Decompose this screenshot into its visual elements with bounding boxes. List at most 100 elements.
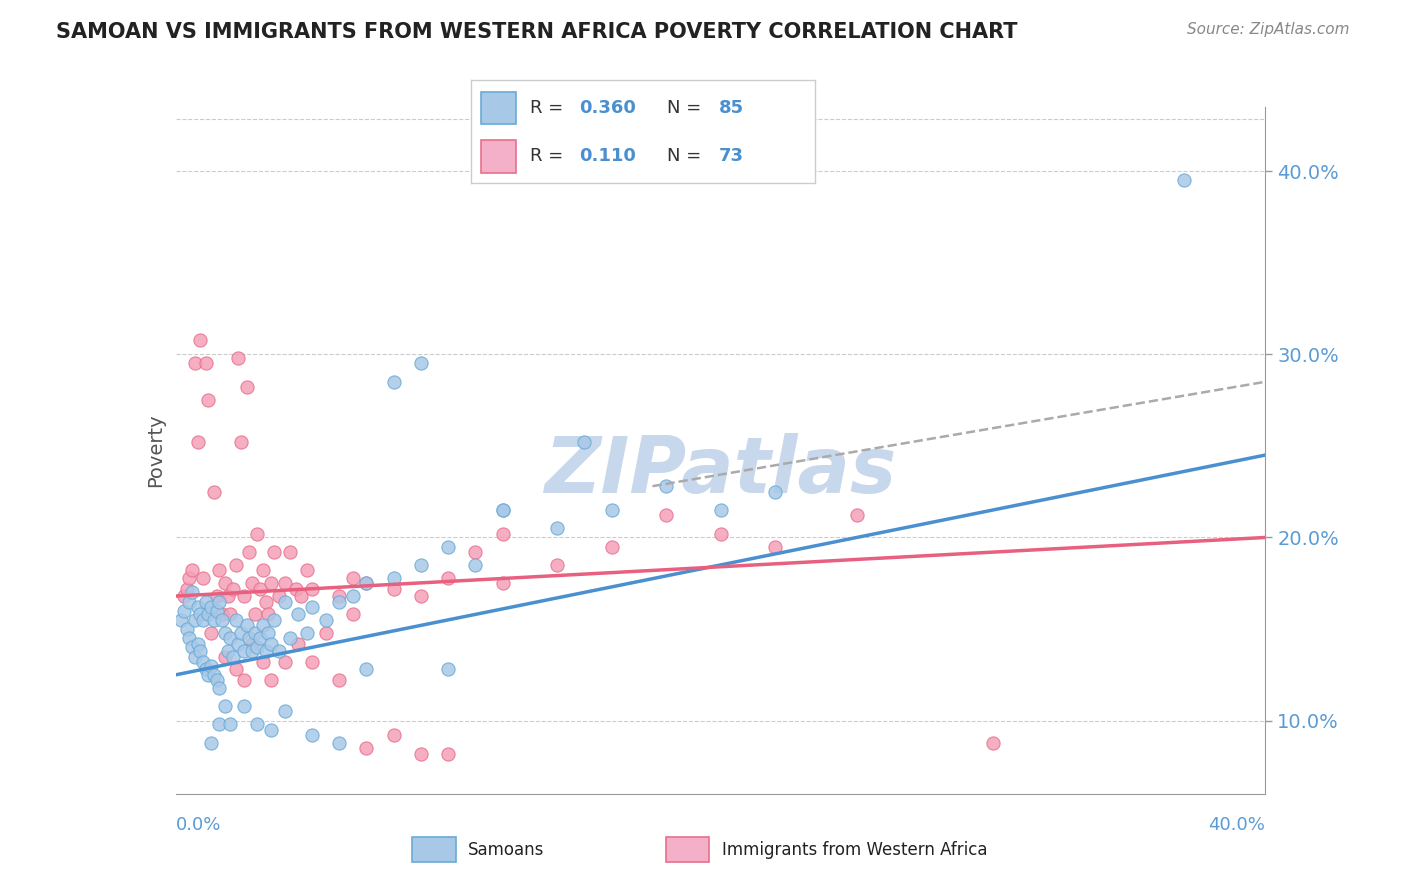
- Point: [254, 594, 277, 608]
- Point: [342, 607, 364, 622]
- Point: [197, 393, 219, 408]
- Point: [231, 435, 253, 450]
- Point: [252, 563, 274, 577]
- Point: [188, 333, 211, 347]
- Point: [176, 582, 198, 596]
- Point: [173, 589, 195, 603]
- Point: [263, 545, 285, 559]
- Point: [225, 662, 247, 676]
- Point: [981, 736, 1004, 750]
- Point: [232, 589, 254, 603]
- Point: [274, 594, 297, 608]
- Text: R =: R =: [530, 99, 568, 117]
- Point: [437, 747, 460, 761]
- Point: [295, 625, 318, 640]
- Point: [202, 484, 225, 499]
- Point: [200, 658, 222, 673]
- Text: Source: ZipAtlas.com: Source: ZipAtlas.com: [1187, 22, 1350, 37]
- Point: [409, 558, 432, 572]
- Point: [232, 644, 254, 658]
- Point: [205, 604, 228, 618]
- Point: [763, 484, 786, 499]
- Point: [181, 640, 204, 655]
- Point: [214, 698, 236, 713]
- Point: [492, 576, 515, 591]
- Point: [200, 625, 222, 640]
- Point: [240, 637, 263, 651]
- Point: [249, 631, 271, 645]
- Point: [464, 545, 486, 559]
- Point: [409, 589, 432, 603]
- Point: [301, 600, 323, 615]
- Text: Samoans: Samoans: [468, 840, 544, 859]
- Point: [208, 563, 231, 577]
- Point: [246, 717, 269, 731]
- Point: [208, 594, 231, 608]
- Point: [238, 631, 260, 645]
- Point: [197, 668, 219, 682]
- Point: [240, 644, 263, 658]
- Point: [232, 673, 254, 688]
- Point: [219, 631, 242, 645]
- Point: [232, 698, 254, 713]
- Point: [254, 644, 277, 658]
- Point: [211, 613, 233, 627]
- Point: [186, 637, 209, 651]
- Point: [269, 644, 291, 658]
- Point: [287, 607, 309, 622]
- Point: [200, 600, 222, 615]
- Point: [409, 356, 432, 370]
- Text: 0.360: 0.360: [579, 99, 637, 117]
- Text: N =: N =: [668, 147, 707, 165]
- Point: [328, 736, 350, 750]
- Point: [382, 375, 405, 389]
- Point: [655, 479, 678, 493]
- Point: [284, 582, 307, 596]
- Bar: [412, 838, 456, 862]
- Point: [492, 526, 515, 541]
- Point: [194, 594, 217, 608]
- Text: 0.0%: 0.0%: [176, 816, 221, 834]
- Point: [342, 589, 364, 603]
- Text: 73: 73: [718, 147, 744, 165]
- Point: [181, 563, 204, 577]
- Point: [382, 582, 405, 596]
- Point: [205, 673, 228, 688]
- Point: [600, 503, 623, 517]
- Point: [269, 589, 291, 603]
- Point: [214, 576, 236, 591]
- Point: [257, 625, 280, 640]
- Point: [301, 655, 323, 669]
- Point: [173, 604, 195, 618]
- Point: [200, 736, 222, 750]
- Point: [252, 655, 274, 669]
- Point: [278, 545, 301, 559]
- Point: [219, 607, 242, 622]
- Point: [295, 563, 318, 577]
- Point: [274, 655, 297, 669]
- Bar: [481, 140, 516, 173]
- Point: [202, 668, 225, 682]
- Point: [263, 613, 285, 627]
- Text: SAMOAN VS IMMIGRANTS FROM WESTERN AFRICA POVERTY CORRELATION CHART: SAMOAN VS IMMIGRANTS FROM WESTERN AFRICA…: [56, 22, 1018, 42]
- Point: [315, 625, 337, 640]
- Point: [188, 607, 211, 622]
- Point: [328, 594, 350, 608]
- Point: [356, 741, 378, 756]
- Point: [181, 585, 204, 599]
- Point: [243, 607, 266, 622]
- Point: [222, 582, 245, 596]
- Point: [228, 637, 250, 651]
- Point: [197, 607, 219, 622]
- Point: [235, 380, 257, 394]
- Point: [437, 662, 460, 676]
- Point: [315, 613, 337, 627]
- Bar: [666, 838, 709, 862]
- Point: [194, 356, 217, 370]
- Point: [1173, 173, 1195, 187]
- Point: [260, 637, 283, 651]
- Point: [217, 644, 239, 658]
- Text: 85: 85: [718, 99, 744, 117]
- Point: [382, 571, 405, 585]
- Point: [246, 526, 269, 541]
